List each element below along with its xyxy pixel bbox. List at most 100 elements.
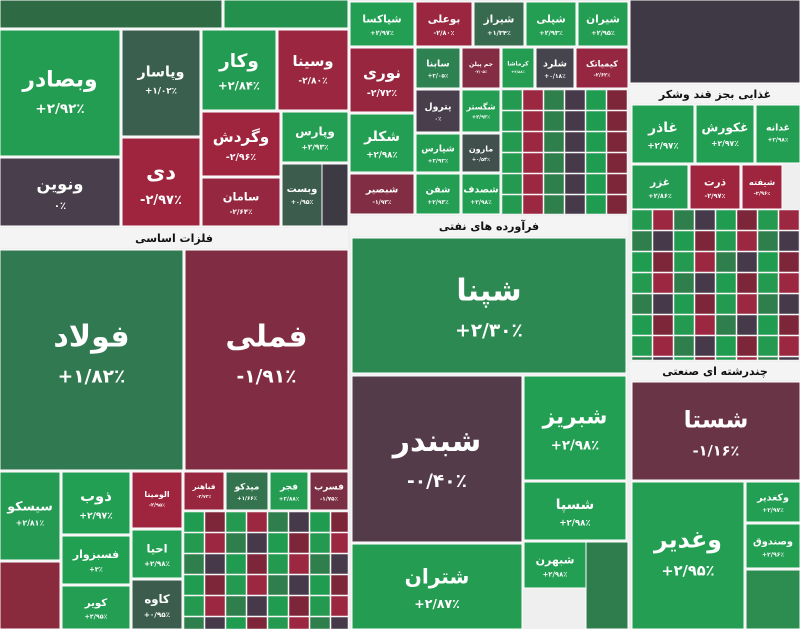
tile-name: وگردش bbox=[213, 128, 269, 146]
tile-change: +۲/۹۷٪ bbox=[762, 508, 784, 514]
tile-small bbox=[204, 553, 226, 575]
tile-name: فملی bbox=[225, 320, 307, 355]
tile-small bbox=[309, 511, 331, 533]
tile-small bbox=[736, 314, 758, 336]
tile-small bbox=[522, 194, 544, 215]
tile-change: -۲/۶۲٪ bbox=[594, 72, 611, 78]
tile bbox=[281, 163, 323, 227]
tile-name: فجر bbox=[279, 483, 298, 493]
tile-change: -۲/۹۶٪ bbox=[754, 191, 771, 197]
tile bbox=[201, 29, 277, 111]
tile-small bbox=[288, 532, 310, 554]
tile bbox=[631, 164, 689, 210]
tile-change: +۳٪ bbox=[89, 565, 103, 573]
tile-small bbox=[673, 335, 695, 357]
tile bbox=[501, 47, 535, 89]
tile-filler bbox=[321, 163, 349, 227]
tile bbox=[745, 481, 800, 523]
tile bbox=[131, 579, 183, 629]
tile-name: شستا bbox=[684, 407, 749, 434]
tile-change: +۲/۰۵٪ bbox=[428, 74, 449, 80]
tile-small bbox=[288, 553, 310, 575]
tile bbox=[121, 29, 201, 137]
tile-change: +۲/۹۸٪ bbox=[366, 151, 397, 161]
tile-change: -۲/۷۲٪ bbox=[367, 88, 397, 99]
tile-name: ذرت bbox=[704, 177, 727, 189]
tile-name: الومینا bbox=[144, 490, 170, 499]
tile-small bbox=[606, 173, 628, 195]
tile-change: -۰/۴۰٪ bbox=[407, 471, 467, 492]
tile-name: غزر bbox=[649, 177, 670, 189]
tile-name: فباهنر bbox=[191, 482, 215, 491]
tile bbox=[525, 1, 577, 47]
tile-small bbox=[585, 110, 607, 132]
tile-small bbox=[673, 230, 695, 252]
tile-change: +۲/۹۸٪ bbox=[559, 519, 590, 529]
tile-small bbox=[673, 209, 695, 231]
tile bbox=[755, 104, 800, 164]
tile-change: +۲/۹۶٪ bbox=[762, 551, 784, 558]
tile-change: -۲/۸۰٪ bbox=[298, 77, 327, 87]
tile-name: سامان bbox=[223, 190, 260, 204]
tile-change: -۱/۱۶٪ bbox=[693, 444, 740, 460]
tile-change: ۰٪ bbox=[54, 201, 66, 212]
tile-small bbox=[330, 574, 349, 596]
tile bbox=[349, 47, 415, 113]
tile-small bbox=[606, 110, 628, 132]
tile bbox=[415, 89, 461, 133]
tile-small bbox=[631, 230, 653, 252]
tile-small bbox=[543, 131, 565, 153]
tile bbox=[309, 471, 349, 511]
tile-name: شفن bbox=[426, 185, 451, 196]
tile-name: شبصیر bbox=[365, 185, 398, 196]
tile-small bbox=[606, 89, 628, 111]
tile bbox=[351, 237, 627, 374]
tile-small bbox=[225, 595, 247, 617]
tile-small bbox=[778, 356, 800, 361]
tile-name: وسینا bbox=[292, 53, 333, 70]
tile-small bbox=[585, 89, 607, 111]
tile-small bbox=[564, 173, 586, 195]
tile-small bbox=[225, 574, 247, 596]
tile-small bbox=[631, 272, 653, 294]
tile-small bbox=[309, 532, 331, 554]
tile-small bbox=[715, 209, 737, 231]
tile-change: +۰/۹۵٪ bbox=[144, 610, 170, 619]
tile-change: -۲/۶۴٪ bbox=[230, 207, 253, 216]
tile-change: +۲/۹۸٪ bbox=[144, 559, 170, 568]
tile-small bbox=[225, 511, 247, 533]
tile-small bbox=[778, 314, 800, 336]
tile-filler bbox=[585, 541, 629, 629]
tile-change: +۲/۹۷٪ bbox=[647, 142, 678, 152]
tile-change: +۲/۹۵٪ bbox=[85, 614, 108, 621]
tile-name: شبهرن bbox=[536, 553, 575, 566]
tile-change: -۲/۹۵٪ bbox=[149, 502, 165, 508]
tile-small bbox=[204, 595, 226, 617]
tile-small bbox=[652, 209, 674, 231]
tile-small bbox=[309, 553, 331, 575]
tile-name: شکلر bbox=[363, 129, 400, 145]
tile-name: فسبزوار bbox=[72, 548, 119, 561]
tile-small bbox=[652, 230, 674, 252]
tile bbox=[461, 173, 501, 215]
tile-small bbox=[736, 230, 758, 252]
tile-name: وبست bbox=[287, 184, 318, 195]
tile-small bbox=[631, 209, 653, 231]
tile bbox=[281, 111, 349, 163]
tile-name: وپارس bbox=[295, 125, 335, 140]
tile-small bbox=[715, 230, 737, 252]
tile-small bbox=[736, 209, 758, 231]
tile-change: -۲/۹۷٪ bbox=[140, 193, 182, 208]
tile-small bbox=[522, 152, 544, 174]
tile-name: کرماشا bbox=[507, 61, 529, 68]
tile-change: -۱/۷۵٪ bbox=[320, 496, 339, 502]
tile bbox=[461, 47, 501, 89]
tile-change: +۲/۸۶٪ bbox=[648, 192, 672, 200]
tile-change: +۰/۱۸٪ bbox=[544, 74, 566, 80]
tile-name: شلرد bbox=[543, 59, 567, 70]
tile bbox=[131, 471, 183, 529]
tile-name: وغدیر bbox=[653, 525, 722, 553]
tile bbox=[61, 535, 131, 585]
tile-name: شسپا bbox=[556, 497, 594, 513]
